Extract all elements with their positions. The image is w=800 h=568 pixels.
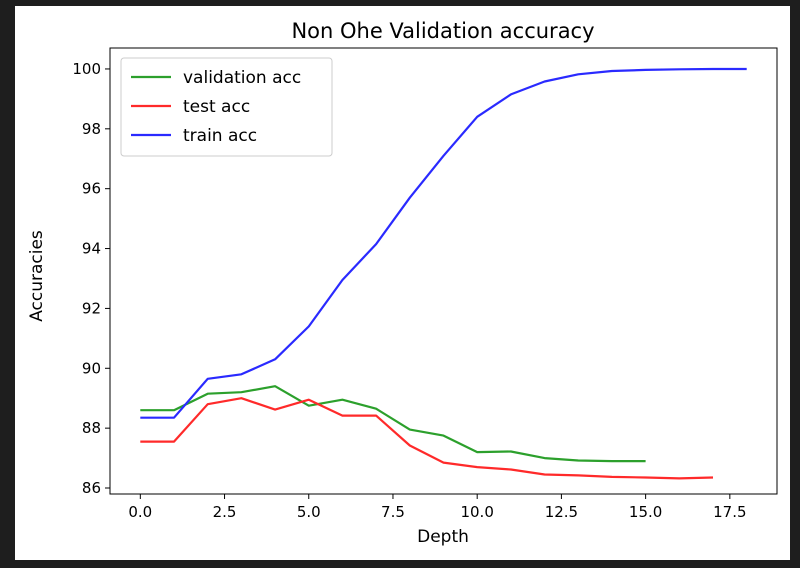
x-tick-label: 5.0 (297, 503, 321, 521)
x-tick-label: 7.5 (381, 503, 405, 521)
y-tick-label: 86 (82, 479, 101, 497)
series-line-test-acc (140, 397, 714, 480)
y-tick-label: 90 (82, 359, 101, 377)
y-tick-label: 88 (82, 419, 101, 437)
y-tick-label: 96 (82, 180, 101, 198)
legend-box (120, 57, 333, 157)
x-tick-label: 15.0 (629, 503, 662, 521)
plot-frame (109, 47, 778, 495)
accuracy-line-chart: Non Ohe Validation accuracy Depth Accura… (27, 19, 778, 547)
x-axis-label: Depth (417, 527, 469, 547)
y-tick-label: 94 (82, 240, 101, 258)
x-tick-label: 17.5 (713, 503, 746, 521)
series-line-validation-acc (140, 385, 646, 463)
x-tick-label: 12.5 (545, 503, 578, 521)
series-layer (140, 67, 747, 480)
series-line-train-acc (140, 67, 747, 419)
legend-label: validation acc (183, 68, 301, 88)
y-axis-label: Accuracies (27, 230, 47, 322)
x-tick-label: 0.0 (128, 503, 152, 521)
ticks-layer: 0.0 2.5 5.0 7.5 10.0 12.5 15.0 17.5 86 88 90 92 94 96… (72, 60, 746, 521)
figure-canvas: Non Ohe Validation accuracy Depth Accura… (15, 6, 790, 560)
chart-title: Non Ohe Validation accuracy (291, 19, 594, 43)
legend-label: train acc (183, 126, 257, 146)
x-tick-label: 10.0 (460, 503, 493, 521)
y-tick-label: 98 (82, 120, 101, 138)
legend: validation acc test acc train acc (120, 57, 333, 157)
legend-label: test acc (183, 97, 250, 117)
y-tick-label: 92 (82, 299, 101, 317)
y-tick-label: 100 (72, 60, 101, 78)
x-tick-label: 2.5 (213, 503, 237, 521)
